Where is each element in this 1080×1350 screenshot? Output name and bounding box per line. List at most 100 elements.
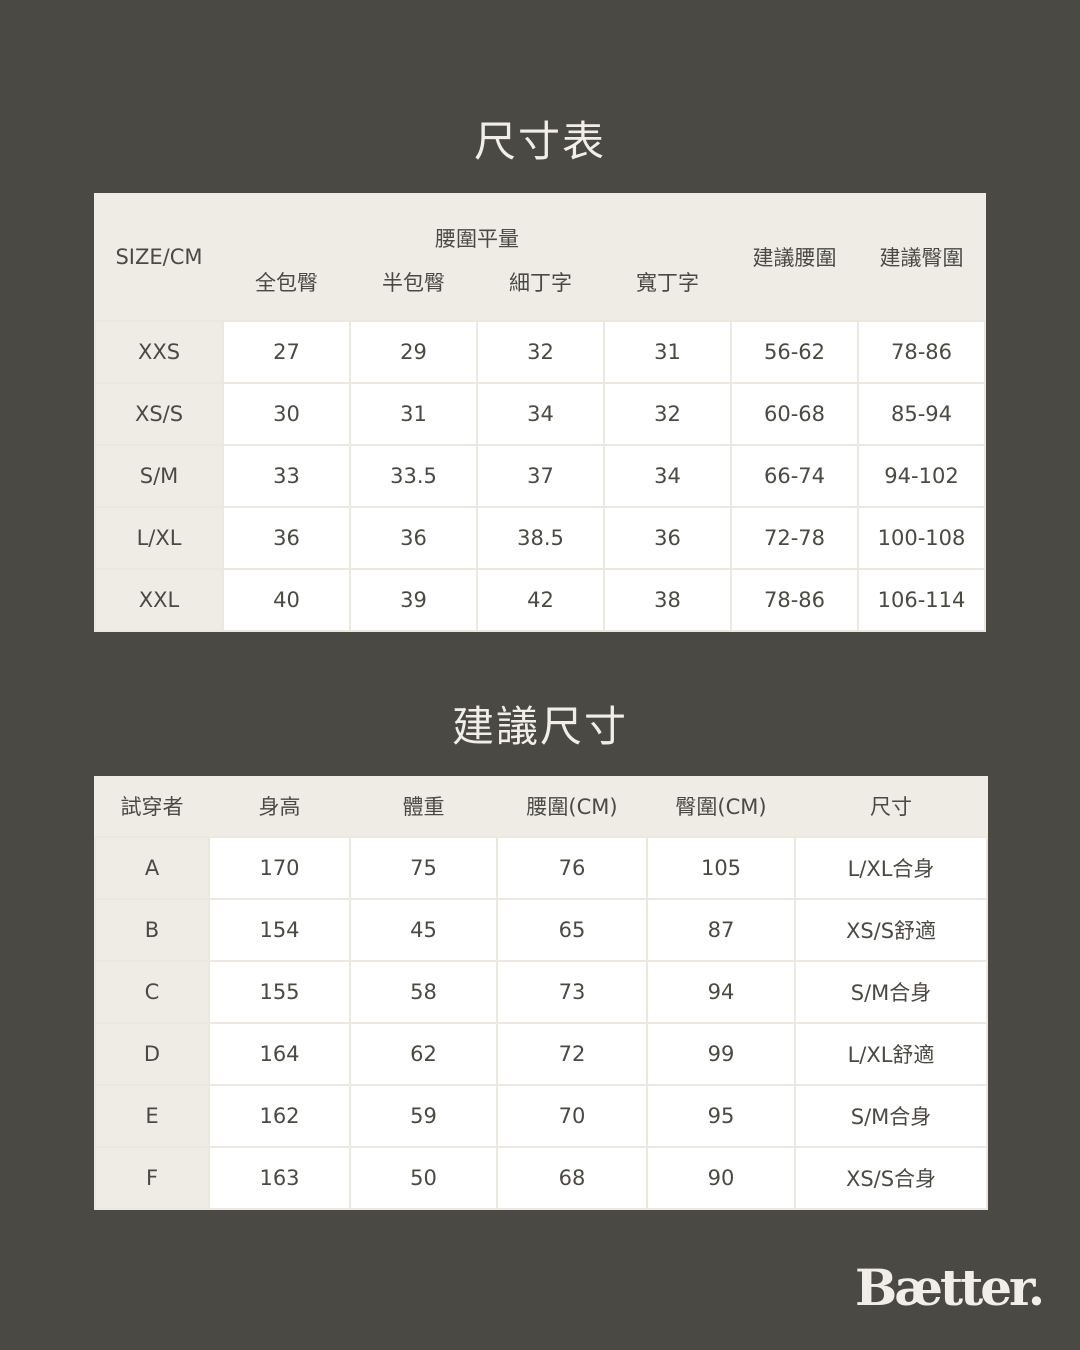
table-cell: 90 [646, 1146, 796, 1210]
table-row: XS/S 30 31 34 32 60-68 85-94 [94, 382, 986, 446]
table-cell: 78-86 [730, 568, 859, 632]
table-cell: 34 [603, 444, 732, 508]
group-header: 腰圍平量 [435, 227, 519, 251]
table-cell: S/M合身 [794, 1084, 988, 1148]
column-header: 臀圍(CM) [675, 795, 767, 819]
row-label: A [94, 836, 210, 900]
row-label: L/XL [94, 506, 224, 570]
column-header: 寬丁字 [636, 271, 699, 295]
table-cell: 76 [496, 836, 648, 900]
table-cell: 30 [222, 382, 351, 446]
table-cell: 36 [349, 506, 478, 570]
column-header: 全包臀 [255, 271, 318, 295]
row-label: B [94, 898, 210, 962]
table-cell: 37 [476, 444, 605, 508]
table-cell: 33 [222, 444, 351, 508]
table-row: L/XL 36 36 38.5 36 72-78 100-108 [94, 506, 986, 570]
table-cell: 50 [349, 1146, 498, 1210]
table-cell: 94-102 [857, 444, 986, 508]
row-label: S/M [94, 444, 224, 508]
table-cell: 36 [222, 506, 351, 570]
table-row: XXL 40 39 42 38 78-86 106-114 [94, 568, 986, 632]
table-cell: 36 [603, 506, 732, 570]
table-cell: 85-94 [857, 382, 986, 446]
row-label: D [94, 1022, 210, 1086]
table-cell: 29 [349, 320, 478, 384]
table-row: C 155 58 73 94 S/M合身 [94, 960, 988, 1024]
table-cell: 45 [349, 898, 498, 962]
table-cell: 99 [646, 1022, 796, 1086]
table-cell: 94 [646, 960, 796, 1024]
table-cell: 56-62 [730, 320, 859, 384]
column-header: 體重 [402, 795, 445, 819]
table-row: A 170 75 76 105 L/XL合身 [94, 836, 988, 900]
table-cell: XS/S舒適 [794, 898, 988, 962]
table-cell: S/M合身 [794, 960, 988, 1024]
table-cell: 155 [208, 960, 351, 1024]
size-chart-table: SIZE/CM 腰圍平量 建議腰圍 建議臀圍 全包臀 半包臀 細丁字 寬丁字 X… [94, 193, 986, 632]
table-cell: 100-108 [857, 506, 986, 570]
brand-logo: Bætter. [855, 1258, 1045, 1317]
table-cell: 59 [349, 1084, 498, 1148]
table-cell: 62 [349, 1022, 498, 1086]
corner-header: SIZE/CM [115, 244, 203, 269]
table-cell: L/XL舒適 [794, 1022, 988, 1086]
table-cell: 31 [349, 382, 478, 446]
column-header: 腰圍(CM) [526, 795, 618, 819]
table-cell: 60-68 [730, 382, 859, 446]
table-row: S/M 33 33.5 37 34 66-74 94-102 [94, 444, 986, 508]
table-cell: 42 [476, 568, 605, 632]
table-cell: 66-74 [730, 444, 859, 508]
table-cell: XS/S合身 [794, 1146, 988, 1210]
row-label: F [94, 1146, 210, 1210]
table-cell: 39 [349, 568, 478, 632]
table-cell: 154 [208, 898, 351, 962]
size-chart-title: 尺寸表 [473, 117, 606, 166]
table-cell: L/XL合身 [794, 836, 988, 900]
table-cell: 68 [496, 1146, 648, 1210]
table-cell: 162 [208, 1084, 351, 1148]
table-cell: 27 [222, 320, 351, 384]
recommend-title: 建議尺寸 [451, 702, 628, 751]
table-cell: 58 [349, 960, 498, 1024]
table-row: E 162 59 70 95 S/M合身 [94, 1084, 988, 1148]
table-row: F 163 50 68 90 XS/S合身 [94, 1146, 988, 1210]
row-label: XXL [94, 568, 224, 632]
table-cell: 95 [646, 1084, 796, 1148]
table-cell: 32 [603, 382, 732, 446]
table-cell: 40 [222, 568, 351, 632]
column-header: 試穿者 [120, 795, 184, 819]
table-cell: 73 [496, 960, 648, 1024]
column-header: 細丁字 [509, 271, 572, 295]
table-cell: 75 [349, 836, 498, 900]
column-header: 建議腰圍 [752, 245, 837, 270]
table-cell: 65 [496, 898, 648, 962]
table-cell: 34 [476, 382, 605, 446]
table-cell: 170 [208, 836, 351, 900]
table-cell: 106-114 [857, 568, 986, 632]
column-header: 半包臀 [382, 271, 445, 295]
table-cell: 32 [476, 320, 605, 384]
column-header: 尺寸 [870, 795, 912, 819]
table-cell: 164 [208, 1022, 351, 1086]
table-row: XXS 27 29 32 31 56-62 78-86 [94, 320, 986, 384]
table-row: B 154 45 65 87 XS/S舒適 [94, 898, 988, 962]
table-cell: 38.5 [476, 506, 605, 570]
column-header: 身高 [258, 795, 301, 819]
table-cell: 163 [208, 1146, 351, 1210]
column-header: 建議臀圍 [879, 245, 964, 270]
table-cell: 72-78 [730, 506, 859, 570]
table-row: D 164 62 72 99 L/XL舒適 [94, 1022, 988, 1086]
table-cell: 78-86 [857, 320, 986, 384]
table-cell: 38 [603, 568, 732, 632]
table-cell: 105 [646, 836, 796, 900]
recommend-table: 試穿者 身高 體重 腰圍(CM) 臀圍(CM) 尺寸 A 170 75 76 105 L/XL合身 B… [94, 776, 988, 1210]
row-label: XS/S [94, 382, 224, 446]
row-label: C [94, 960, 210, 1024]
table-cell: 72 [496, 1022, 648, 1086]
table-cell: 70 [496, 1084, 648, 1148]
table-cell: 33.5 [349, 444, 478, 508]
table-cell: 31 [603, 320, 732, 384]
table-cell: 87 [646, 898, 796, 962]
row-label: XXS [94, 320, 224, 384]
